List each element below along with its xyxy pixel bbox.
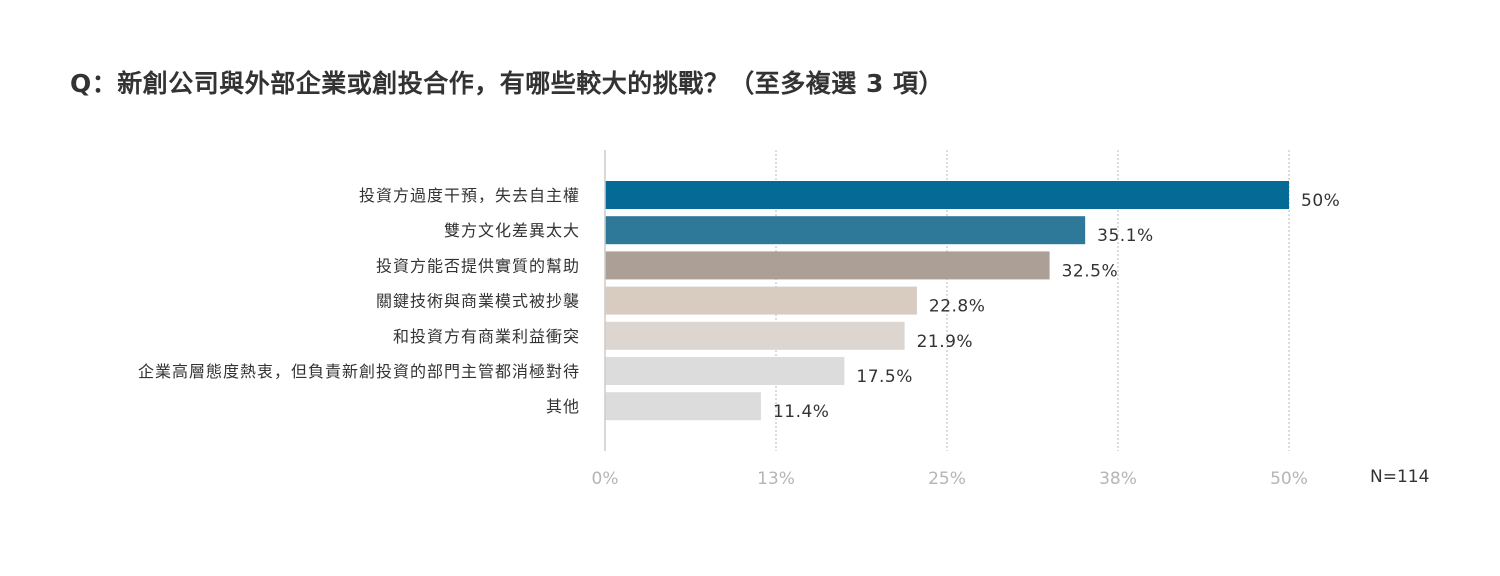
bar [605, 357, 845, 385]
value-label: 50% [1301, 191, 1340, 211]
value-label: 35.1% [1097, 226, 1154, 246]
bar [605, 286, 917, 315]
bar [605, 251, 1050, 280]
category-label: 其他 [546, 397, 580, 416]
x-tick-label: 25% [928, 469, 966, 489]
chart-title: Q：新創公司與外部企業或創投合作，有哪些較大的挑戰？（至多複選 3 項） [70, 69, 945, 98]
value-label: 17.5% [856, 367, 913, 387]
bar [605, 181, 1289, 209]
value-label: 21.9% [917, 332, 974, 352]
value-label: 32.5% [1062, 261, 1119, 281]
category-label: 投資方過度干預，失去自主權 [359, 186, 580, 205]
sample-size-label: N=114 [1370, 467, 1429, 487]
category-label: 企業高層態度熱衷，但負責新創投資的部門主管都消極對待 [138, 362, 580, 381]
bar [605, 216, 1086, 245]
x-tick-label: 13% [757, 469, 795, 489]
bar [605, 321, 905, 350]
category-label: 關鍵技術與商業模式被抄襲 [376, 292, 580, 311]
value-label: 22.8% [929, 297, 986, 317]
bar [605, 392, 761, 421]
x-tick-label: 50% [1270, 469, 1308, 489]
category-label: 和投資方有商業利益衝突 [393, 327, 580, 346]
category-label: 投資方能否提供實質的幫助 [376, 256, 580, 275]
x-tick-label: 0% [592, 469, 619, 489]
x-tick-label: 38% [1099, 469, 1137, 489]
value-label: 11.4% [773, 402, 830, 422]
category-label: 雙方文化差異太大 [444, 221, 580, 240]
